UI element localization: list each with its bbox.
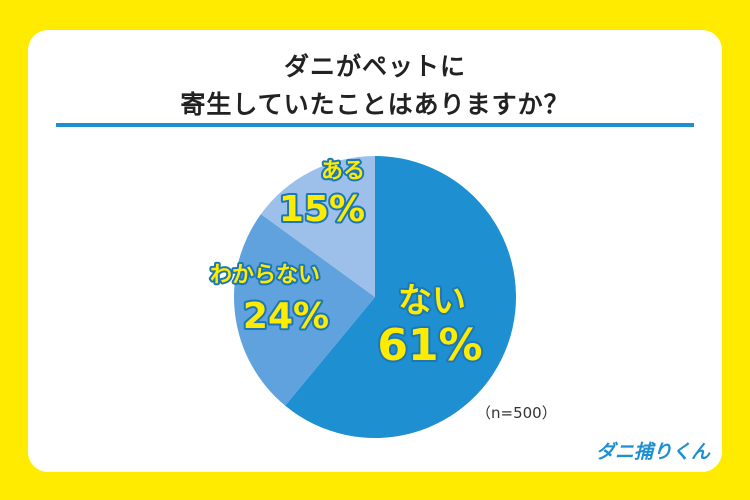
slice-label-1: ない	[398, 281, 466, 321]
title-line-1: ダニがペットに	[283, 52, 466, 81]
title-divider	[56, 123, 694, 127]
pie-slices	[234, 156, 516, 438]
slice-label-3: ある	[321, 159, 365, 184]
pie-slice-2	[234, 214, 375, 406]
slice-label-2: わからない	[210, 263, 320, 288]
slice-value-2: 24%	[243, 296, 329, 337]
slice-value-1: 61%	[377, 320, 482, 371]
brand-logo: ダニ捕りくん	[596, 441, 711, 463]
slice-value-3: 15%	[279, 189, 365, 230]
title-line-2: 寄生していたことはありますか？	[180, 90, 570, 119]
chart-title: ダニがペットに 寄生していたことはありますか？	[28, 48, 722, 124]
pie-slice-1	[285, 156, 516, 438]
sample-size-note: （n=500）	[476, 404, 557, 422]
pie-slice-3	[260, 156, 375, 297]
